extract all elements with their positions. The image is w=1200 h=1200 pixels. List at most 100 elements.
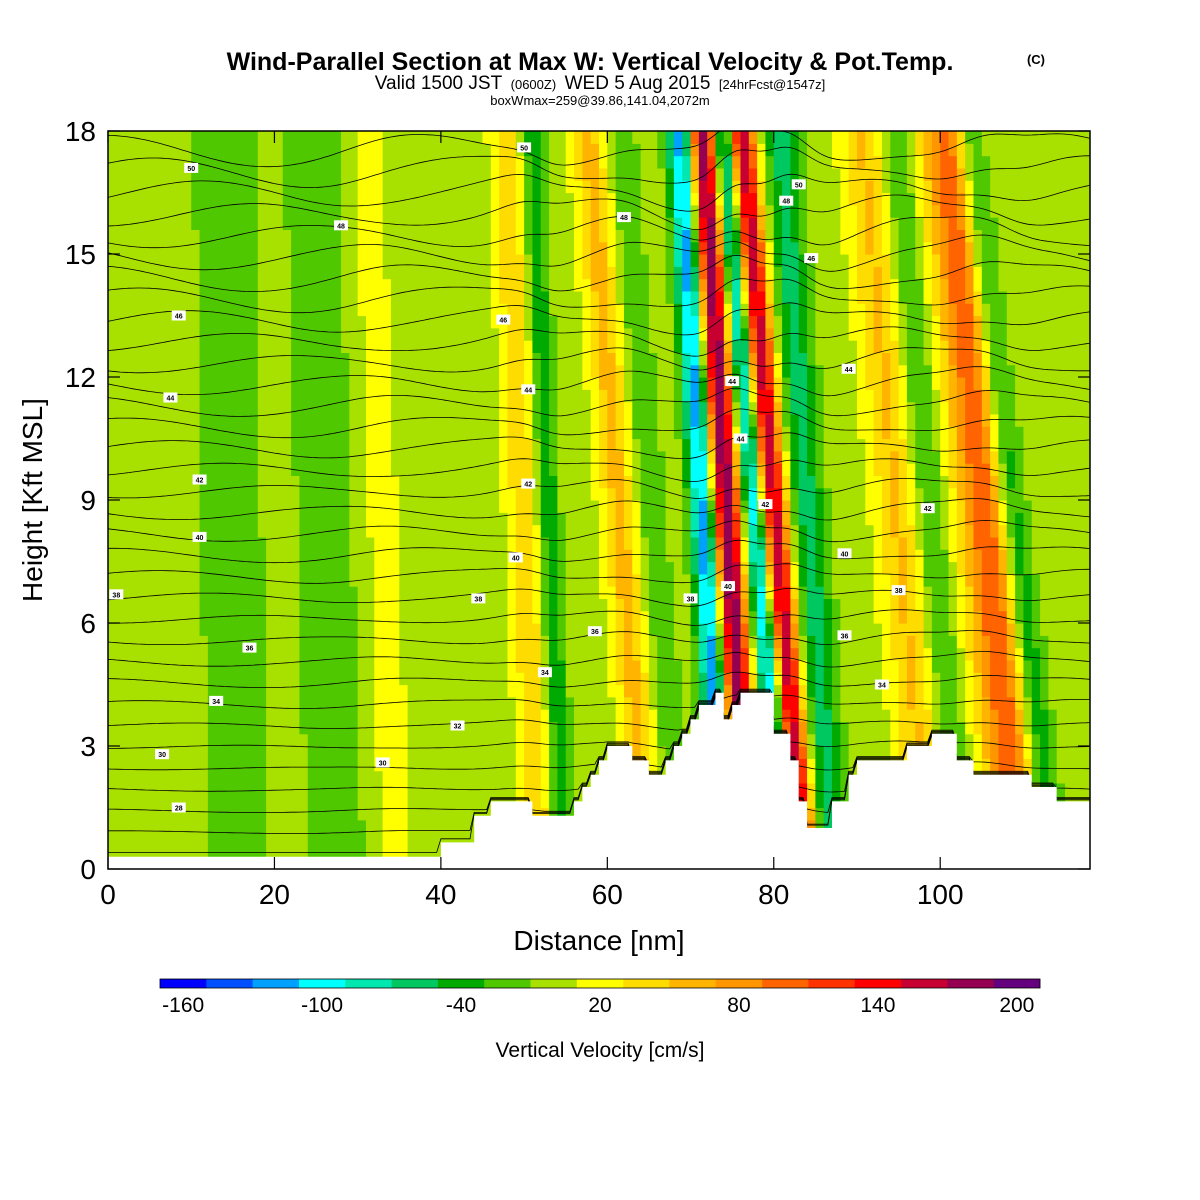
velocity-cell — [565, 131, 575, 144]
velocity-cell — [673, 426, 683, 440]
velocity-cell — [499, 131, 517, 144]
velocity-cell — [807, 266, 816, 280]
velocity-cell — [1006, 352, 1090, 366]
velocity-cell — [590, 315, 600, 329]
velocity-cell — [698, 352, 708, 366]
velocity-cell — [540, 733, 550, 747]
velocity-cell — [648, 659, 658, 673]
velocity-cell — [582, 266, 592, 280]
contour-label-box — [804, 253, 819, 264]
velocity-cell — [698, 266, 708, 280]
velocity-cell — [1015, 635, 1025, 649]
velocity-cell — [632, 131, 658, 144]
velocity-cell — [682, 389, 692, 403]
velocity-cell — [532, 438, 542, 452]
velocity-cell — [1015, 413, 1090, 427]
velocity-cell — [740, 487, 750, 501]
velocity-cell — [832, 512, 866, 526]
velocity-cell — [740, 426, 750, 440]
velocity-cell — [648, 536, 667, 550]
velocity-cell — [873, 413, 883, 427]
velocity-cell — [623, 733, 633, 747]
velocity-cell — [108, 598, 201, 612]
velocity-cell — [341, 155, 359, 169]
velocity-cell — [915, 266, 925, 280]
velocity-cell — [690, 573, 700, 587]
velocity-cell — [590, 266, 608, 280]
velocity-cell — [374, 598, 400, 612]
velocity-cell — [515, 241, 525, 255]
velocity-cell — [365, 844, 384, 858]
velocity-cell — [773, 561, 783, 575]
velocity-cell — [973, 180, 991, 194]
velocity-cell — [257, 352, 292, 366]
velocity-cell — [815, 721, 833, 735]
velocity-cell — [823, 623, 833, 636]
velocity-cell — [948, 586, 958, 599]
y-tick-label: 9 — [80, 485, 96, 516]
velocity-cell — [657, 709, 683, 722]
contour-label-box — [450, 720, 465, 731]
velocity-cell — [108, 327, 201, 341]
velocity-cell — [1015, 561, 1025, 575]
velocity-cell — [532, 254, 542, 267]
velocity-cell — [798, 426, 808, 440]
velocity-cell — [1031, 561, 1090, 575]
velocity-cell — [574, 733, 617, 747]
velocity-cell — [981, 610, 1008, 624]
velocity-cell — [307, 782, 359, 796]
velocity-cell — [773, 426, 783, 440]
velocity-cell — [615, 623, 625, 636]
velocity-cell — [357, 807, 384, 821]
velocity-cell — [524, 254, 534, 267]
velocity-cell — [549, 795, 558, 809]
velocity-cell — [965, 217, 975, 230]
velocity-cell — [640, 598, 650, 612]
velocity-cell — [865, 327, 875, 341]
velocity-cell — [524, 155, 534, 169]
velocity-cell — [890, 413, 900, 427]
velocity-cell — [790, 623, 800, 636]
velocity-cell — [399, 635, 509, 649]
velocity-cell — [757, 131, 767, 144]
velocity-cell — [815, 807, 825, 821]
velocity-cell — [282, 131, 342, 144]
velocity-cell — [990, 758, 1000, 772]
velocity-cell — [873, 143, 883, 157]
velocity-cell — [807, 192, 841, 206]
velocity-cell — [990, 733, 1000, 747]
velocity-cell — [607, 266, 617, 280]
velocity-cell — [540, 254, 550, 267]
velocity-cell — [1031, 635, 1049, 649]
velocity-cell — [648, 315, 675, 329]
velocity-cell — [657, 364, 675, 378]
velocity-cell — [499, 229, 517, 243]
velocity-cell — [798, 229, 808, 243]
velocity-cell — [299, 586, 359, 599]
velocity-cell — [790, 586, 800, 599]
velocity-cell — [615, 364, 625, 378]
velocity-cell — [873, 180, 883, 194]
velocity-cell — [790, 512, 800, 526]
velocity-cell — [532, 610, 542, 624]
velocity-cell — [108, 672, 209, 686]
velocity-cell — [607, 229, 617, 243]
velocity-cell — [407, 770, 517, 784]
velocity-cell — [640, 623, 650, 636]
velocity-cell — [906, 389, 933, 403]
velocity-cell — [623, 266, 650, 280]
velocity-cell — [773, 315, 783, 329]
velocity-cell — [524, 377, 534, 390]
velocity-cell — [665, 217, 675, 230]
velocity-cell — [890, 721, 900, 735]
velocity-cell — [357, 758, 375, 772]
velocity-cell — [1048, 746, 1058, 759]
x-tick-label: 0 — [100, 879, 116, 910]
velocity-cell — [665, 204, 675, 218]
velocity-cell — [790, 475, 800, 489]
colorbar-swatch — [530, 979, 578, 988]
velocity-cell — [915, 217, 925, 230]
velocity-cell — [815, 290, 850, 304]
velocity-cell — [682, 475, 692, 489]
velocity-cell — [748, 475, 758, 489]
